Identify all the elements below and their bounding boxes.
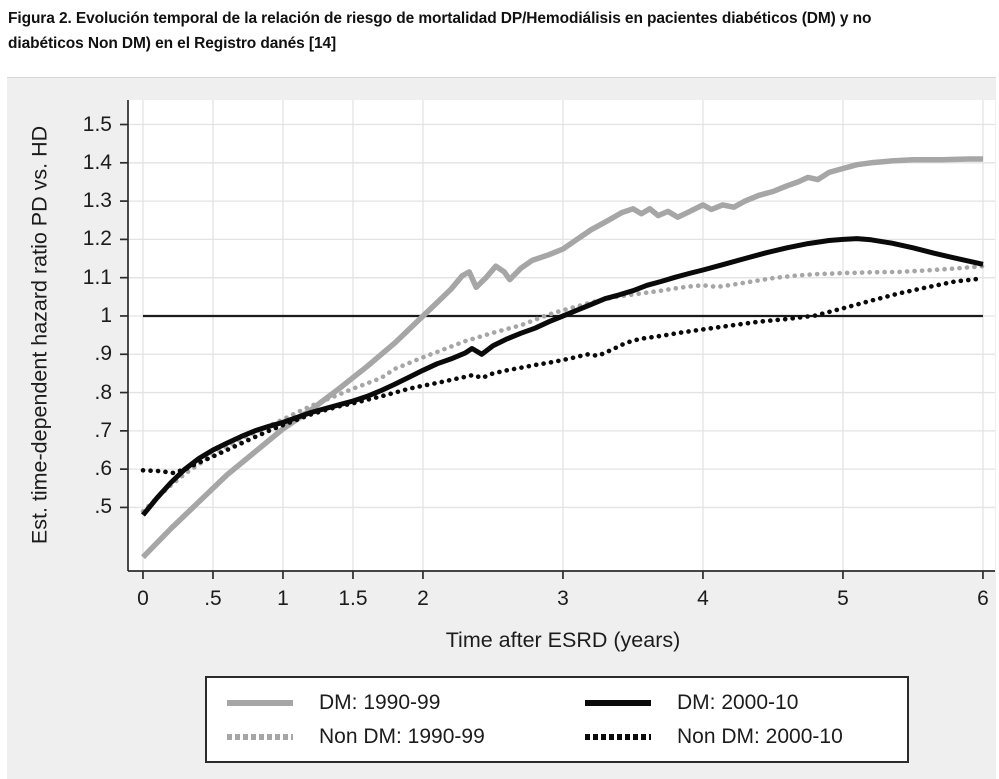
curve-dm-1990-99 <box>141 156 983 560</box>
plot-background-layer <box>128 100 995 571</box>
y-tick-label: .9 <box>94 342 112 366</box>
series-layer <box>140 156 986 560</box>
y-tick-label: 1.4 <box>82 150 112 174</box>
x-tick-label: .5 <box>204 587 222 610</box>
figure-caption-line2: diabéticos Non DM) en el Registro danés … <box>8 35 337 53</box>
x-tick-label: 4 <box>697 587 709 610</box>
solid-line-swatch-icon <box>227 699 293 706</box>
y-axis-title: Est. time-dependent hazard ratio PD vs. … <box>27 125 52 545</box>
y-tick-label: 1.5 <box>82 112 112 136</box>
legend-box: DM: 1990-99 DM: 2000-10 Non DM: 1990-99 Non… <box>205 676 909 763</box>
legend-item-non-dm-1990-99: Non DM: 1990-99 <box>207 725 565 749</box>
legend-item-non-dm-2000-10: Non DM: 2000-10 <box>565 725 907 749</box>
x-tick-label: 1 <box>277 587 289 610</box>
y-tick-label: 1.1 <box>82 265 112 289</box>
dotted-line-swatch-icon <box>585 733 651 740</box>
gridline-layer <box>128 100 995 571</box>
legend-label: Non DM: 1990-99 <box>319 724 485 748</box>
curve-non-dm-2000-10 <box>140 276 986 476</box>
x-tick-label: 0 <box>137 587 149 610</box>
dotted-line-swatch-icon <box>227 733 293 740</box>
x-tick-label: 5 <box>837 587 849 610</box>
y-tick-label: .5 <box>94 495 112 519</box>
legend-label: DM: 1990-99 <box>319 690 441 714</box>
x-tick-label: 3 <box>557 587 569 610</box>
plot-area <box>128 100 995 571</box>
y-tick-label: .6 <box>94 457 112 481</box>
curve-dm-2000-10 <box>141 236 984 517</box>
legend-item-dm-1990-99: DM: 1990-99 <box>207 691 565 715</box>
y-tick-label: 1.3 <box>82 189 112 213</box>
legend-label: Non DM: 2000-10 <box>677 724 843 748</box>
y-tick-label: 1.2 <box>82 227 112 251</box>
solid-line-swatch-icon <box>585 699 651 706</box>
figure-caption-line1: Figura 2. Evolución temporal de la relac… <box>8 10 872 27</box>
x-axis-title: Time after ESRD (years) <box>445 628 681 652</box>
axes-layer <box>120 100 995 579</box>
y-tick-label: .7 <box>94 418 112 442</box>
legend-item-dm-2000-10: DM: 2000-10 <box>565 691 907 715</box>
figure-caption: Figura 2. Evolución temporal de la relac… <box>8 6 994 56</box>
x-tick-label: 1.5 <box>338 587 368 610</box>
x-tick-label: 6 <box>977 587 989 610</box>
y-tick-label: 1 <box>100 303 112 327</box>
x-tick-label: 2 <box>417 587 429 610</box>
y-tick-label: .8 <box>94 380 112 404</box>
legend-label: DM: 2000-10 <box>677 690 799 714</box>
